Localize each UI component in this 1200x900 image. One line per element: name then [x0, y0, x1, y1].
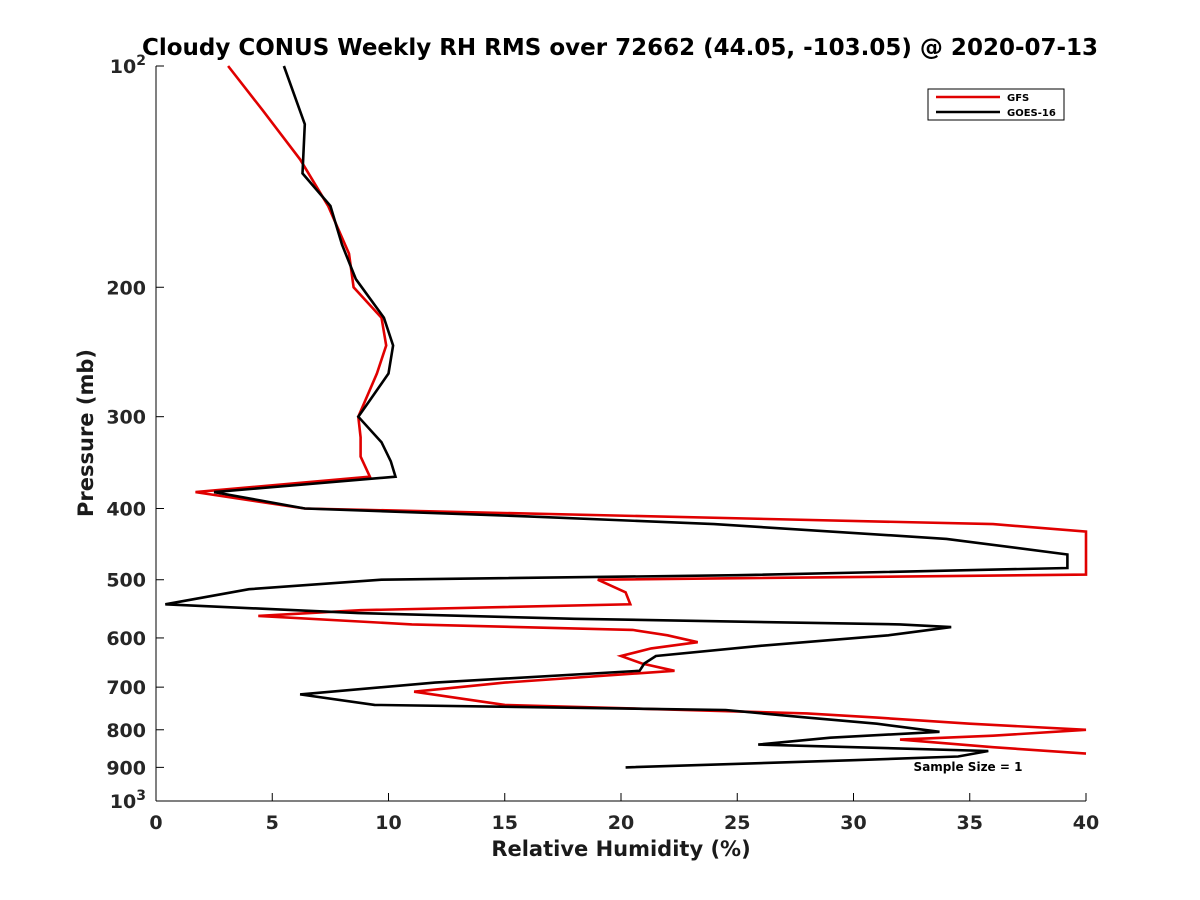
series-line-goes-16 [165, 65, 1069, 769]
x-tick-label: 35 [957, 812, 983, 834]
y-tick-label: 800 [106, 720, 146, 742]
plot-area [156, 66, 1086, 801]
x-axis-label: Relative Humidity (%) [491, 837, 750, 861]
series-layer [165, 65, 1088, 769]
y-axis-label: Pressure (mb) [74, 349, 98, 517]
series-line-gfs [195, 65, 1088, 755]
y-tick-label: 200 [106, 277, 146, 299]
y-tick-label: 900 [106, 757, 146, 779]
x-tick-label: 30 [840, 812, 866, 834]
x-tick-label: 10 [375, 812, 401, 834]
y-tick-label: 103 [110, 788, 146, 813]
x-tick-label: 15 [492, 812, 518, 834]
chart-title: Cloudy CONUS Weekly RH RMS over 72662 (4… [142, 35, 1098, 61]
sample-size-annotation: Sample Size = 1 [914, 760, 1023, 774]
y-ticks: 102 200 300 400 500 600 700 800 900 103 [106, 53, 164, 813]
x-tick-label: 20 [608, 812, 634, 834]
y-tick-label: 700 [106, 677, 146, 699]
y-tick-label: 102 [110, 53, 146, 78]
x-tick-label: 5 [266, 812, 279, 834]
x-ticks: 0 5 10 15 20 25 30 35 40 [149, 793, 1099, 834]
legend: GFS GOES-16 [927, 88, 1065, 121]
y-tick-label: 300 [106, 407, 146, 429]
y-tick-label: 400 [106, 499, 146, 521]
legend-box [927, 88, 1065, 121]
y-tick-label: 600 [106, 628, 146, 650]
legend-label: GOES-16 [1007, 108, 1056, 119]
legend-label: GFS [1007, 93, 1029, 104]
x-tick-label: 40 [1073, 812, 1099, 834]
x-tick-label: 25 [724, 812, 750, 834]
x-tick-label: 0 [149, 812, 162, 834]
y-tick-label: 500 [106, 570, 146, 592]
